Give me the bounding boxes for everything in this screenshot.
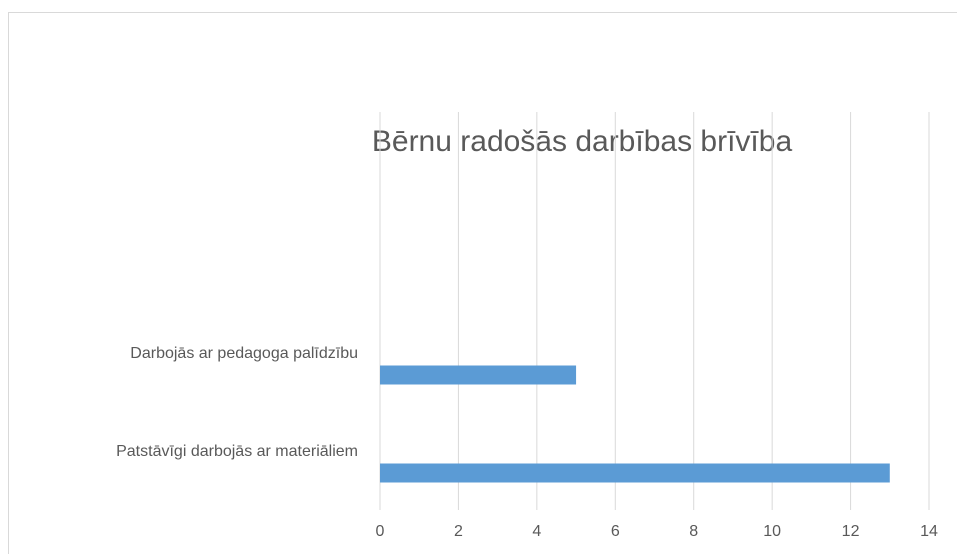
x-tick-label: 10: [763, 523, 781, 540]
y-tick-label: Darbojās ar pedagoga palīdzību: [130, 345, 358, 362]
x-tick-label: 12: [842, 523, 860, 540]
x-tick-label: 0: [376, 523, 385, 540]
x-tick-label: 8: [689, 523, 698, 540]
chart-title: Bērnu radošās darbības brīvība: [372, 125, 793, 158]
x-tick-label: 14: [920, 523, 938, 540]
x-tick-label: 6: [611, 523, 620, 540]
x-tick-label: 4: [532, 523, 541, 540]
bar: [380, 365, 577, 385]
y-tick-label: Patstāvīgi darbojās ar materiāliem: [116, 443, 358, 460]
x-tick-label: 2: [454, 523, 463, 540]
bar: [380, 463, 890, 483]
